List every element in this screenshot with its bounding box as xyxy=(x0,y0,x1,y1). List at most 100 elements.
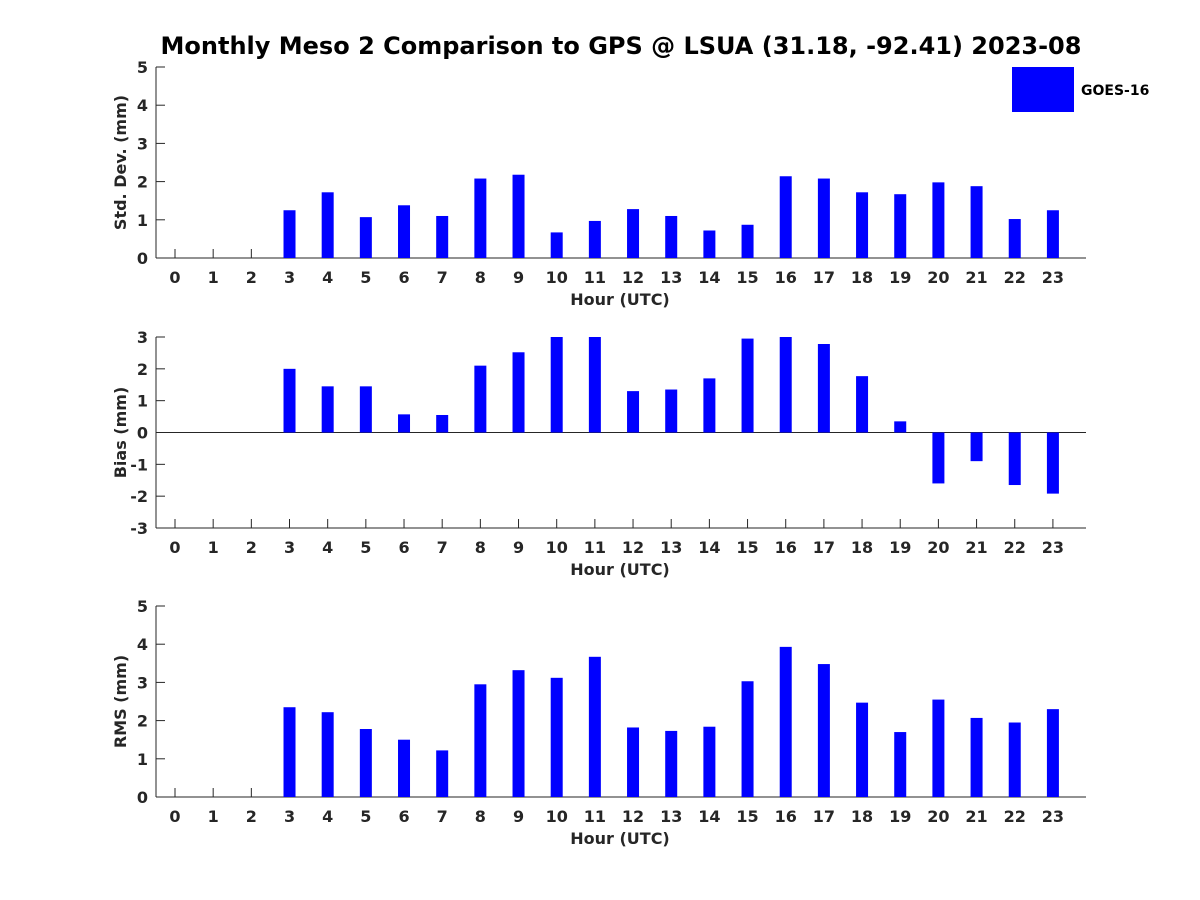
x-tick-label: 10 xyxy=(546,807,568,826)
bar-hour-3 xyxy=(283,210,296,258)
y-tick-label: 2 xyxy=(137,360,148,379)
bar-hour-16 xyxy=(779,337,792,433)
x-tick-label: 17 xyxy=(813,268,835,287)
x-tick-label: 7 xyxy=(437,538,448,557)
x-tick-label: 20 xyxy=(927,807,949,826)
x-tick-label: 16 xyxy=(775,807,797,826)
x-tick-label: 19 xyxy=(889,538,911,557)
legend-swatch-goes-16 xyxy=(1012,67,1074,112)
bar-hour-23 xyxy=(1046,432,1059,494)
bar-hour-21 xyxy=(970,432,983,462)
x-tick-label: 17 xyxy=(813,807,835,826)
y-tick-label: -2 xyxy=(130,487,148,506)
x-tick-label: 21 xyxy=(965,538,987,557)
y-tick-label: 1 xyxy=(137,750,148,769)
bar-hour-5 xyxy=(359,729,372,797)
x-tick-label: 7 xyxy=(437,807,448,826)
x-tick-label: 13 xyxy=(660,538,682,557)
x-tick-label: 16 xyxy=(775,538,797,557)
x-tick-label: 20 xyxy=(927,538,949,557)
x-tick-label: 1 xyxy=(208,538,219,557)
x-tick-label: 1 xyxy=(208,268,219,287)
x-tick-label: 13 xyxy=(660,807,682,826)
bar-hour-3 xyxy=(283,707,296,797)
bar-hour-7 xyxy=(436,215,449,258)
y-tick-label: 4 xyxy=(137,635,148,654)
bar-hour-3 xyxy=(283,368,296,433)
x-tick-label: 22 xyxy=(1004,538,1026,557)
x-tick-label: 22 xyxy=(1004,807,1026,826)
y-axis-label: Std. Dev. (mm) xyxy=(111,95,130,230)
x-tick-label: 12 xyxy=(622,807,644,826)
x-axis-label: Hour (UTC) xyxy=(570,560,670,579)
bar-hour-19 xyxy=(894,194,907,258)
x-tick-label: 14 xyxy=(698,807,720,826)
bar-hour-6 xyxy=(398,414,411,433)
y-tick-label: 3 xyxy=(137,673,148,692)
x-tick-label: 15 xyxy=(736,538,758,557)
bar-hour-18 xyxy=(856,192,869,258)
y-tick-label: 2 xyxy=(137,712,148,731)
bar-hour-9 xyxy=(512,670,525,797)
x-tick-label: 9 xyxy=(513,807,524,826)
bar-hour-7 xyxy=(436,414,449,433)
y-tick-label: 0 xyxy=(137,424,148,443)
bar-hour-8 xyxy=(474,365,487,433)
x-tick-label: 15 xyxy=(736,268,758,287)
x-tick-label: 15 xyxy=(736,807,758,826)
bar-hour-8 xyxy=(474,684,487,797)
bar-hour-20 xyxy=(932,699,945,797)
bar-hour-16 xyxy=(779,176,792,258)
bar-hour-16 xyxy=(779,646,792,797)
x-tick-label: 11 xyxy=(584,538,606,557)
legend-label: GOES-16 xyxy=(1081,83,1149,99)
x-tick-label: 2 xyxy=(246,807,257,826)
y-axis-label: Bias (mm) xyxy=(111,387,130,479)
x-tick-label: 16 xyxy=(775,268,797,287)
x-tick-label: 19 xyxy=(889,268,911,287)
bar-hour-21 xyxy=(970,717,983,797)
bar-hour-4 xyxy=(321,386,334,433)
x-tick-label: 8 xyxy=(475,807,486,826)
x-tick-label: 23 xyxy=(1042,538,1064,557)
x-tick-label: 10 xyxy=(546,538,568,557)
x-tick-label: 18 xyxy=(851,538,873,557)
x-tick-label: 4 xyxy=(322,807,333,826)
x-tick-label: 9 xyxy=(513,268,524,287)
bar-hour-11 xyxy=(588,220,601,258)
x-tick-label: 8 xyxy=(475,268,486,287)
x-tick-label: 0 xyxy=(169,538,180,557)
y-tick-label: 4 xyxy=(137,96,148,115)
bar-hour-11 xyxy=(588,337,601,433)
bar-hour-17 xyxy=(817,664,830,797)
x-tick-label: 14 xyxy=(698,538,720,557)
bar-hour-20 xyxy=(932,182,945,258)
bar-hour-9 xyxy=(512,352,525,433)
bar-hour-21 xyxy=(970,186,983,258)
x-tick-label: 7 xyxy=(437,268,448,287)
bar-hour-18 xyxy=(856,702,869,797)
y-tick-label: 0 xyxy=(137,788,148,807)
x-tick-label: 6 xyxy=(398,807,409,826)
x-tick-label: 5 xyxy=(360,807,371,826)
x-tick-label: 9 xyxy=(513,538,524,557)
y-tick-label: 0 xyxy=(137,249,148,268)
bar-hour-12 xyxy=(627,391,640,433)
x-tick-label: 21 xyxy=(965,807,987,826)
x-tick-label: 23 xyxy=(1042,807,1064,826)
x-tick-label: 20 xyxy=(927,268,949,287)
bar-hour-23 xyxy=(1046,709,1059,797)
bar-hour-13 xyxy=(665,389,678,433)
x-tick-label: 8 xyxy=(475,538,486,557)
bar-hour-6 xyxy=(398,739,411,797)
x-tick-label: 13 xyxy=(660,268,682,287)
bar-hour-15 xyxy=(741,681,754,797)
bar-hour-19 xyxy=(894,421,907,433)
bar-hour-4 xyxy=(321,712,334,797)
bar-hour-19 xyxy=(894,732,907,797)
x-tick-label: 12 xyxy=(622,538,644,557)
x-tick-label: 10 xyxy=(546,268,568,287)
bar-hour-12 xyxy=(627,209,640,258)
